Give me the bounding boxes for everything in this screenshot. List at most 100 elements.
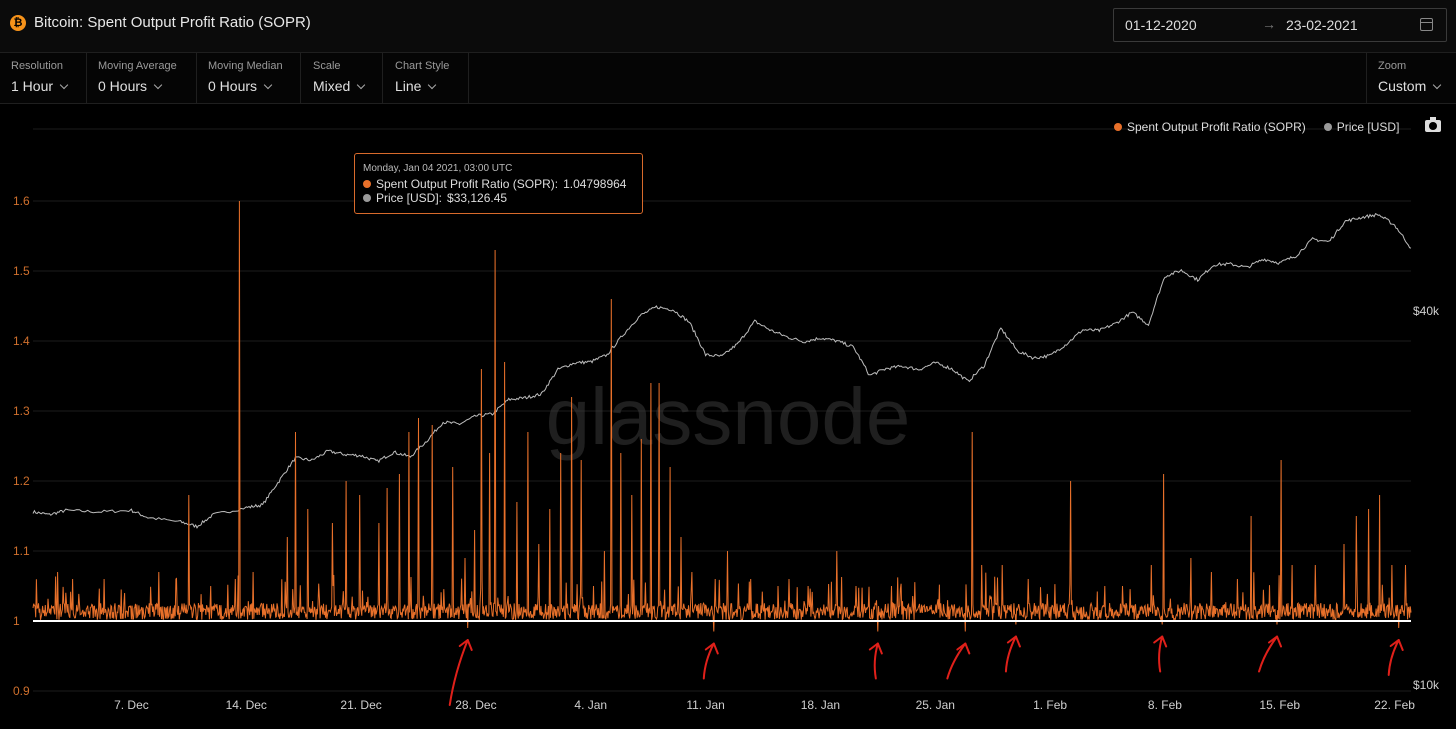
arrow-shaft [702,642,715,680]
red-arrow-annotation [448,639,473,706]
y-tick-label: 1.2 [13,474,30,488]
sopr-dot-icon [363,180,371,188]
chevron-down-icon [1432,80,1442,90]
scale-label: Scale [313,60,341,72]
y-tick-label: 1.5 [13,264,30,278]
arrow-head [458,639,473,651]
title-wrap: ₿ Bitcoin: Spent Output Profit Ratio (SO… [10,14,311,31]
tooltip-price-value: $33,126.45 [447,191,508,205]
moving-median-value[interactable]: 0 Hours [208,78,273,94]
red-arrow-annotation [868,642,883,680]
resolution-label: Resolution [11,60,63,72]
arrow-head [704,642,719,655]
y-tick-label: 1.6 [13,194,30,208]
red-arrow-annotation [1004,635,1021,673]
moving-median-dropdown[interactable]: Moving Median 0 Hours [197,53,301,103]
chevron-down-icon [153,80,163,90]
watermark: glassnode [546,372,911,461]
resolution-dropdown[interactable]: Resolution 1 Hour [0,53,87,103]
chart-toolbar: Resolution 1 Hour Moving Average 0 Hours… [0,53,1456,104]
x-tick-label: 21. Dec [340,698,381,712]
chevron-down-icon [357,80,366,90]
gridlines [33,128,1411,692]
moving-median-label: Moving Median [208,60,283,72]
y-tick-label: 1.1 [13,544,30,558]
red-arrow-annotation [702,642,719,680]
chevron-down-icon [428,80,437,90]
tooltip-price-label: Price [USD]: [376,191,443,205]
legend-item-price[interactable]: Price [USD] [1323,120,1400,134]
chart-style-value[interactable]: Line [395,78,437,94]
moving-average-dropdown[interactable]: Moving Average 0 Hours [87,53,197,103]
tooltip-sopr-value: 1.04798964 [563,177,627,191]
page-title: Bitcoin: Spent Output Profit Ratio (SOPR… [34,14,311,31]
arrow-shaft [946,642,967,680]
x-tick-label: 1. Feb [1033,698,1067,712]
y-tick-label: 1.3 [13,404,30,418]
sopr-chart[interactable]: glassnode 0.9 1 1.1 1.2 1.3 1.4 1.5 1.6 $10k $40… [0,104,1456,729]
red-arrow-annotation [946,642,971,680]
resolution-value[interactable]: 1 Hour [11,78,69,94]
tooltip-sopr-label: Spent Output Profit Ratio (SOPR): [376,177,559,191]
date-to-input[interactable]: 23-02-2021 [1286,17,1358,33]
tooltip-price-row: Price [USD]: $33,126.45 [363,191,507,205]
arrow-shaft [1004,635,1017,673]
camera-icon[interactable] [1425,117,1441,132]
zoom-value[interactable]: Custom [1378,78,1442,94]
red-arrow-annotation [1387,639,1404,676]
moving-average-label: Moving Average [98,60,177,72]
x-tick-label: 15. Feb [1259,698,1300,712]
x-tick-label: 22. Feb [1374,698,1415,712]
arrow-shaft [1387,639,1400,676]
sopr-series-line [32,200,1412,632]
y-axis-right: $10k $40k [1413,304,1440,692]
chevron-down-icon [59,80,69,90]
arrow-right-icon: → [1262,16,1276,32]
x-tick-label: 28. Dec [455,698,496,712]
scale-value[interactable]: Mixed [313,78,366,94]
sopr-dot-icon [1114,123,1122,131]
price-dot-icon [363,194,371,202]
x-tick-label: 8. Feb [1148,698,1182,712]
calendar-icon[interactable] [1420,18,1433,31]
zoom-dropdown[interactable]: Zoom Custom [1366,53,1456,103]
y-right-tick-label: $10k [1413,678,1440,692]
tooltip-date: Monday, Jan 04 2021, 03:00 UTC [363,163,513,174]
y-tick-label: 1 [13,614,20,628]
date-range-picker[interactable]: 01-12-2020 → 23-02-2021 [1113,8,1447,42]
chart-style-dropdown[interactable]: Chart Style Line [384,53,469,103]
red-arrow-annotation [1153,635,1168,673]
y-right-tick-label: $40k [1413,304,1440,318]
x-tick-label: 4. Jan [574,698,607,712]
arrow-head [1268,635,1283,648]
chart-header: ₿ Bitcoin: Spent Output Profit Ratio (SO… [0,0,1456,53]
x-tick-label: 25. Jan [916,698,955,712]
price-dot-icon [1323,123,1332,131]
x-axis: 7. Dec 14. Dec 21. Dec 28. Dec 4. Jan 11. Jan… [114,698,1415,712]
moving-average-value[interactable]: 0 Hours [98,78,163,94]
legend-sopr-label: Spent Output Profit Ratio (SOPR) [1127,120,1306,134]
arrow-shaft [873,642,879,680]
x-tick-label: 11. Jan [686,698,724,712]
arrow-shaft [448,639,469,706]
x-tick-label: 14. Dec [226,698,267,712]
x-tick-label: 18. Jan [801,698,840,712]
arrow-head [868,642,883,655]
bitcoin-icon: ₿ [10,14,26,31]
chart-legend: Spent Output Profit Ratio (SOPR) Price [… [1114,120,1399,134]
y-axis-left: 0.9 1 1.1 1.2 1.3 1.4 1.5 1.6 [13,194,30,698]
date-from-input[interactable]: 01-12-2020 [1125,17,1197,33]
arrow-head [956,642,971,655]
zoom-label: Zoom [1378,60,1407,72]
arrow-head [1153,635,1168,648]
chart-tooltip: Monday, Jan 04 2021, 03:00 UTC Spent Out… [354,153,643,214]
y-tick-label: 0.9 [13,684,30,698]
annotations [448,635,1404,706]
arrow-head [1389,639,1404,651]
x-tick-label: 7. Dec [114,698,149,712]
legend-price-label: Price [USD] [1336,120,1400,134]
tooltip-sopr-row: Spent Output Profit Ratio (SOPR): 1.0479… [363,177,626,191]
price-series-line [32,213,1412,529]
scale-dropdown[interactable]: Scale Mixed [302,53,383,103]
legend-item-sopr[interactable]: Spent Output Profit Ratio (SOPR) [1114,120,1306,134]
